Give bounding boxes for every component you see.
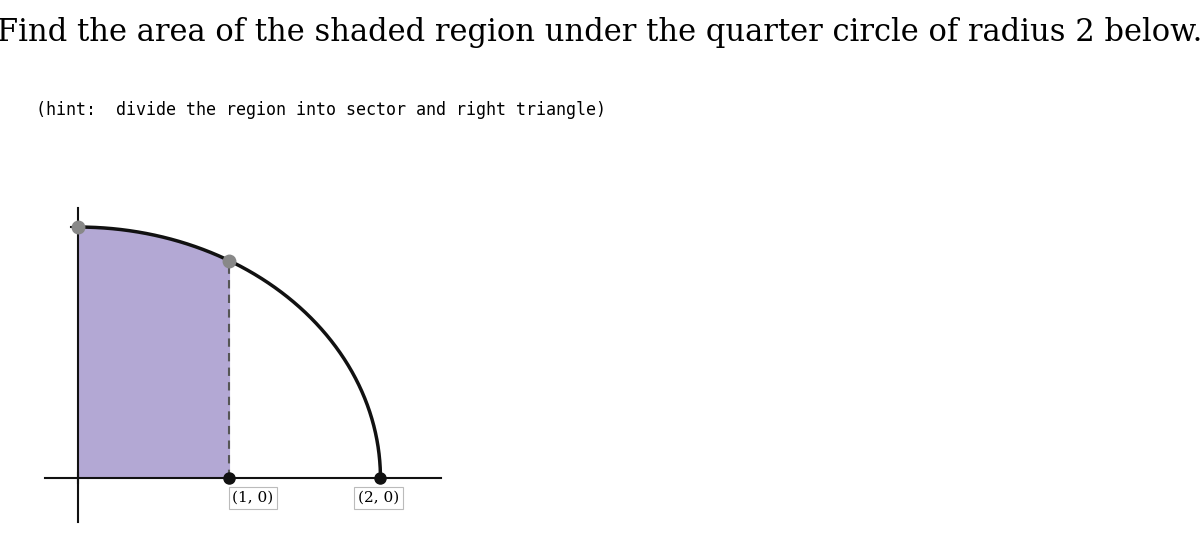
Text: (hint:  divide the region into sector and right triangle): (hint: divide the region into sector and… (36, 101, 606, 119)
Text: Find the area of the shaded region under the quarter circle of radius 2 below.: Find the area of the shaded region under… (0, 17, 1200, 48)
Text: (1, 0): (1, 0) (233, 491, 274, 505)
Text: (2, 0): (2, 0) (358, 491, 400, 505)
Polygon shape (78, 227, 229, 479)
